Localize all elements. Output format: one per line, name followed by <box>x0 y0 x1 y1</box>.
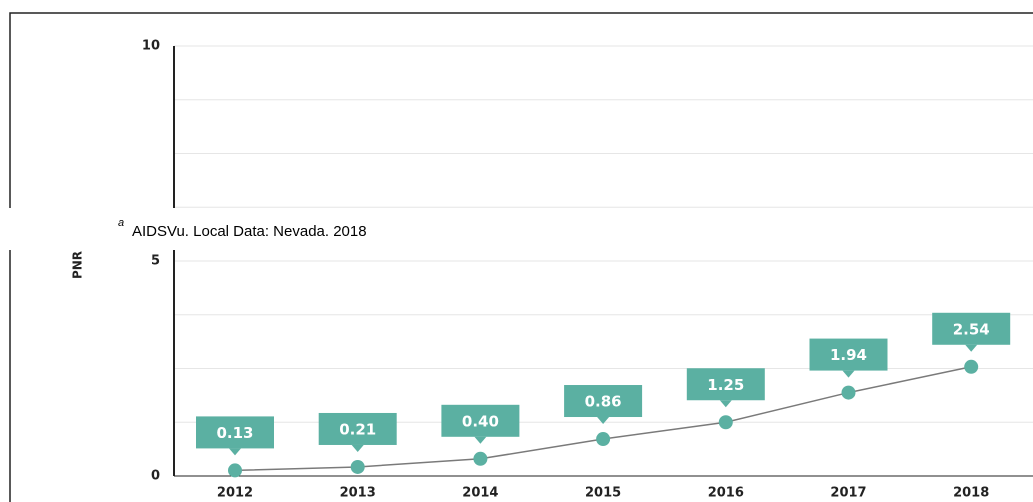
value-label-pointer <box>597 417 610 425</box>
value-label-pointer <box>842 370 855 378</box>
value-label-box <box>809 338 888 371</box>
value-label-pointer <box>719 400 732 408</box>
value-label-box <box>318 412 397 445</box>
y-tick-label: 10 <box>142 39 160 54</box>
x-tick-label: 2015 <box>585 486 621 501</box>
value-label-box <box>686 368 765 401</box>
y-axis-label: PNR <box>71 251 85 279</box>
value-label: 1.94 <box>830 346 867 364</box>
point <box>473 451 488 466</box>
value-label-box <box>932 312 1011 345</box>
x-tick-label: 2017 <box>830 486 866 501</box>
value-label: 1.25 <box>707 376 744 394</box>
x-tick-label: 2013 <box>340 486 376 501</box>
value-label-pointer <box>965 344 978 352</box>
y-tick-label: 0 <box>151 469 160 484</box>
value-label: 0.13 <box>216 424 253 442</box>
point <box>964 359 979 374</box>
value-label-pointer <box>474 436 487 444</box>
point <box>718 415 733 430</box>
value-label: 0.21 <box>339 420 376 438</box>
y-tick-label: 5 <box>151 254 160 269</box>
value-label-pointer <box>229 448 241 456</box>
value-label: 0.40 <box>462 412 499 430</box>
value-label-pointer <box>351 444 364 452</box>
x-tick-label: 2012 <box>217 486 253 501</box>
point <box>596 432 611 447</box>
value-label-box <box>564 385 643 418</box>
value-label: 0.86 <box>585 393 622 411</box>
value-label-box <box>196 416 274 449</box>
footnote: a AIDSVu. Local Data: Nevada. 2018 <box>0 208 1033 250</box>
footnote-text: AIDSVu. Local Data: Nevada. 2018 <box>132 223 367 240</box>
point <box>350 459 365 474</box>
chart-frame <box>9 12 1033 502</box>
value-label: 2.54 <box>953 320 990 338</box>
x-tick-label: 2018 <box>953 486 989 501</box>
point <box>228 463 242 478</box>
x-tick-label: 2016 <box>708 486 744 501</box>
point <box>841 385 856 400</box>
value-label-box <box>441 404 520 437</box>
footnote-marker: a <box>118 217 125 229</box>
x-tick-label: 2014 <box>462 486 498 501</box>
